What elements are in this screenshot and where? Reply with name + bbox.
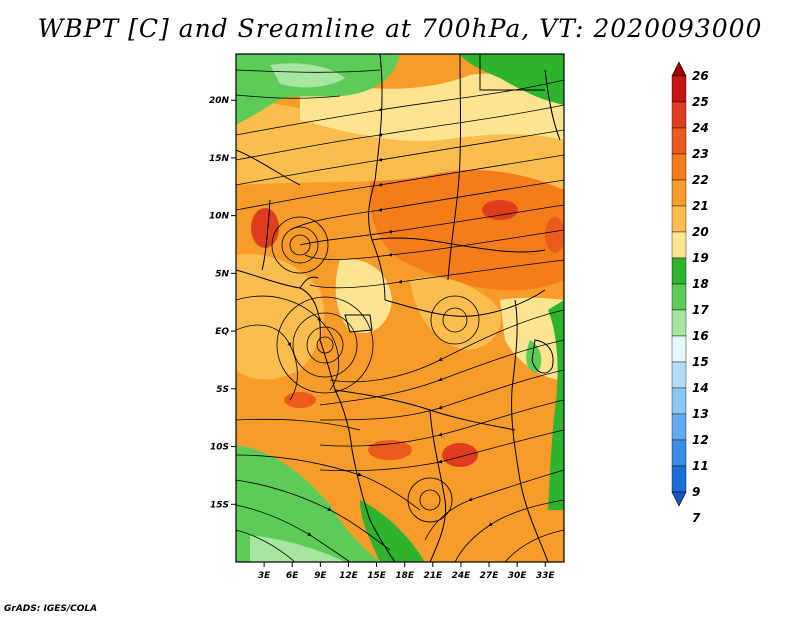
wbpt-field-hot-patch	[368, 440, 412, 460]
map-frame	[235, 53, 565, 563]
colorbar-label: 20	[692, 225, 709, 239]
lon-label: 3E	[258, 571, 271, 581]
colorbar-swatch	[671, 179, 687, 207]
colorbar-swatch	[671, 153, 687, 181]
colorbar-label: 16	[692, 329, 709, 343]
colorbar-swatch	[671, 75, 687, 103]
wbpt-field-hot-patch	[482, 200, 518, 220]
colorbar-swatch	[671, 231, 687, 259]
longitude-axis: 3E 6E 9E 12E 15E 18E 21E 24E 27E 30E 33E	[258, 562, 556, 581]
colorbar-top-arrow	[671, 61, 687, 77]
colorbar-label: 7	[692, 511, 701, 525]
lon-label: 15E	[367, 571, 387, 581]
wbpt-field-hot-patch	[284, 392, 316, 408]
lon-label: 24E	[452, 571, 472, 581]
lat-label: 15S	[210, 500, 229, 510]
wbpt-field-green-southwest	[236, 445, 380, 562]
coastlines-borders	[236, 54, 561, 562]
colorbar-swatch	[671, 127, 687, 155]
wbpt-field-lightgreen-northwest	[270, 63, 345, 88]
colorbar-swatch	[671, 361, 687, 389]
colorbar-label: 13	[692, 407, 709, 421]
colorbar-swatch	[671, 205, 687, 233]
colorbar: 26 25 24 23 22 21 20 19 18 17 16 15 14 13 12 11 9 7	[671, 61, 709, 525]
lon-label: 12E	[339, 571, 359, 581]
colorbar-label: 15	[692, 355, 709, 369]
wbpt-field-green-lake	[526, 340, 542, 373]
colorbar-swatch	[671, 413, 687, 441]
colorbar-label: 22	[692, 173, 709, 187]
colorbar-swatch	[671, 465, 687, 493]
wbpt-field-green-east	[548, 300, 564, 510]
lon-label: 21E	[423, 571, 443, 581]
colorbar-label: 19	[692, 251, 709, 265]
lat-label: 10N	[209, 212, 230, 222]
colorbar-label: 18	[692, 277, 709, 291]
lat-label: 10S	[210, 443, 229, 453]
colorbar-label: 26	[692, 69, 709, 83]
lat-label: 15N	[209, 154, 230, 164]
colorbar-bottom-arrow	[671, 491, 687, 507]
lon-label: 33E	[536, 571, 556, 581]
colorbar-label: 25	[692, 95, 709, 109]
lon-label: 18E	[395, 571, 415, 581]
lat-label: 20N	[209, 96, 230, 106]
lat-label: 5N	[215, 269, 229, 279]
lon-label: 6E	[286, 571, 299, 581]
map-title: WBPT [C] and Sreamline at 700hPa, VT: 20…	[37, 14, 763, 43]
wbpt-field-hot-patch	[442, 443, 478, 467]
lat-label: EQ	[215, 327, 229, 337]
latitude-axis: 20N 15N 10N 5N EQ 5S 10S 15S	[209, 96, 236, 510]
colorbar-swatch	[671, 309, 687, 337]
colorbar-label: 24	[692, 121, 709, 135]
colorbar-label: 17	[692, 303, 709, 317]
colorbar-label: 23	[692, 147, 709, 161]
lon-label: 30E	[508, 571, 528, 581]
colorbar-swatch	[671, 283, 687, 311]
colorbar-swatch	[671, 439, 687, 467]
colorbar-label: 12	[692, 433, 709, 447]
lon-label: 27E	[480, 571, 500, 581]
wbpt-field-lightgreen-southwest	[250, 535, 345, 562]
wbpt-field-green-northeast	[460, 54, 564, 105]
wbpt-field-green-south	[360, 500, 425, 562]
colorbar-swatch	[671, 257, 687, 285]
wbpt-field-yellow-central	[410, 276, 501, 350]
wbpt-field-hot-patch	[251, 208, 279, 248]
colorbar-label: 21	[692, 199, 709, 213]
wbpt-field-yellow-southeast	[500, 297, 564, 380]
colorbar-swatch	[671, 335, 687, 363]
streamlines	[236, 69, 564, 562]
colorbar-label: 9	[692, 485, 700, 499]
lat-label: 5S	[216, 385, 229, 395]
colorbar-label: 11	[692, 459, 709, 473]
grads-credit: GrADS: IGES/COLA	[4, 604, 98, 614]
colorbar-swatch	[671, 101, 687, 129]
colorbar-label: 14	[692, 381, 709, 395]
lon-label: 9E	[314, 571, 327, 581]
wbpt-field-hot-patch	[545, 217, 564, 253]
colorbar-swatch	[671, 387, 687, 415]
